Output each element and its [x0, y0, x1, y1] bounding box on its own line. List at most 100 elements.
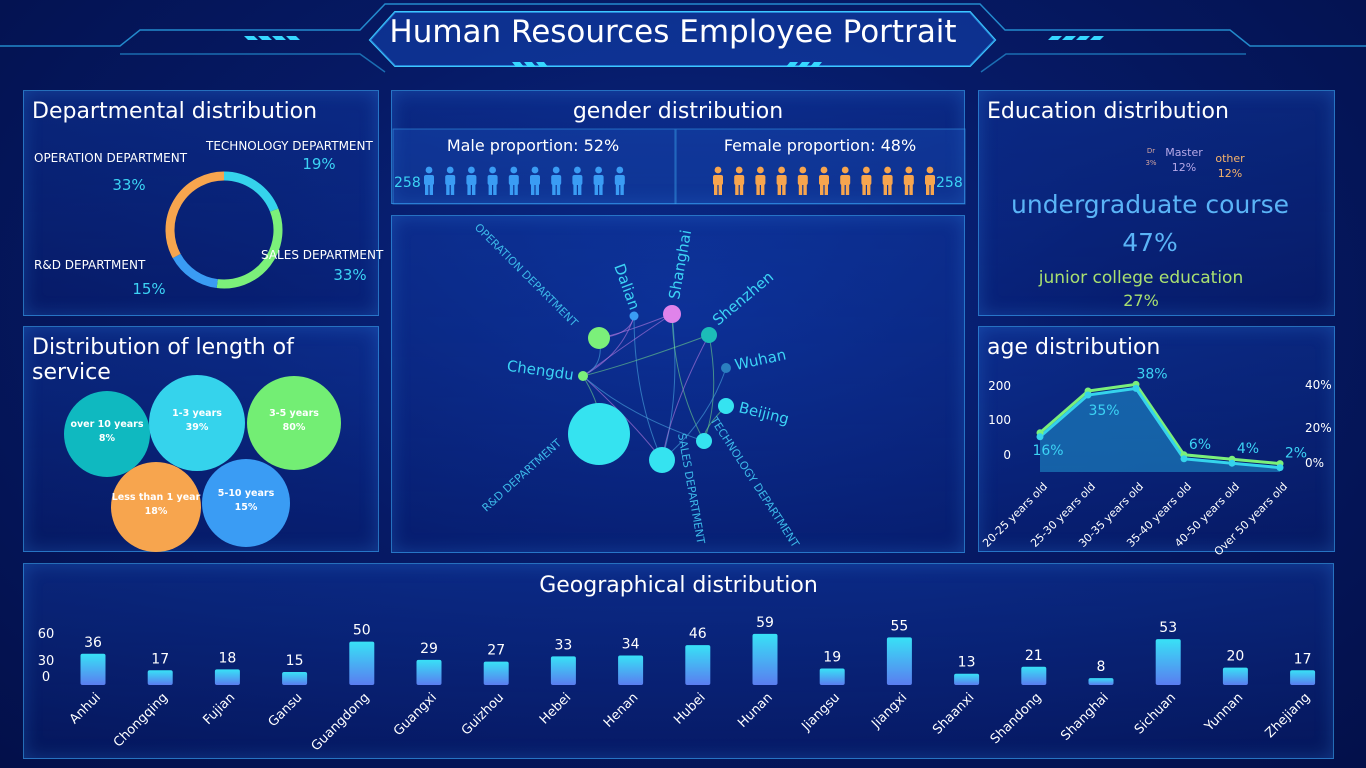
- age-point-4[interactable]: [1228, 459, 1236, 467]
- female-count: 258: [936, 175, 963, 191]
- network-node-5[interactable]: [663, 305, 681, 323]
- geo-category-18: Zhejiang: [1263, 690, 1314, 741]
- service-bubble-4[interactable]: [202, 459, 290, 547]
- department-city-network: OPERATION DEPARTMENT R&D DEPARTMENT SALES …: [472, 221, 802, 550]
- network-label-8: Beijing: [737, 398, 791, 428]
- service-panel: Distribution of length of service over 1…: [23, 326, 379, 552]
- dept-label-0: TECHNOLOGY DEPARTMENT: [205, 139, 373, 153]
- geo-bar-12[interactable]: [886, 637, 912, 685]
- geo-bar-14[interactable]: [1021, 666, 1047, 685]
- network-node-7[interactable]: [721, 363, 731, 373]
- geo-bar-4[interactable]: [349, 641, 375, 685]
- female-figure-icon-8: [882, 166, 893, 195]
- geo-bar-2[interactable]: [214, 669, 240, 685]
- geo-bar-17[interactable]: [1222, 667, 1248, 685]
- network-edge-12: [582, 313, 673, 377]
- geo-category-8: Henan: [601, 690, 641, 730]
- geo-category-0: Anhui: [67, 690, 104, 727]
- age-point-1[interactable]: [1084, 391, 1092, 399]
- age-point-0[interactable]: [1036, 433, 1044, 441]
- geo-bar-9[interactable]: [685, 645, 711, 685]
- geo-value-label-13: 13: [958, 655, 976, 671]
- geo-category-5: Guangxi: [391, 690, 440, 739]
- gender-title: gender distribution: [572, 99, 784, 124]
- network-label-3: TECHNOLOGY DEPARTMENT: [707, 414, 802, 550]
- service-bubble-2[interactable]: [247, 376, 341, 470]
- network-node-1[interactable]: [568, 403, 630, 465]
- donut-slice-2[interactable]: [172, 253, 218, 289]
- geo-value-label-9: 46: [689, 626, 707, 642]
- service-bubble-label-2: 3-5 years: [269, 408, 319, 419]
- geo-bar-11[interactable]: [819, 668, 845, 685]
- age-point-5[interactable]: [1276, 464, 1284, 472]
- network-node-3[interactable]: [696, 433, 712, 449]
- geo-bar-0[interactable]: [80, 653, 106, 685]
- education-percent-3: 47%: [1122, 228, 1178, 257]
- geo-category-12: Jiangxi: [868, 690, 910, 732]
- gender-figure-chart: Male proportion: 52% Female proportion: 4…: [392, 128, 966, 205]
- dept-label-1: SALES DEPARTMENT: [261, 248, 384, 262]
- network-node-9[interactable]: [578, 371, 588, 381]
- geo-bar-3[interactable]: [282, 672, 308, 685]
- geo-category-10: Hunan: [735, 690, 776, 731]
- dept-percent-1: 33%: [333, 266, 366, 284]
- geo-bar-13[interactable]: [954, 673, 980, 685]
- male-figure-icon-6: [551, 166, 562, 195]
- geo-bar-18[interactable]: [1290, 670, 1316, 685]
- geo-category-1: Chongqing: [111, 690, 171, 750]
- geo-bar-7[interactable]: [550, 656, 576, 685]
- geo-category-6: Guizhou: [459, 690, 507, 738]
- geo-value-label-6: 27: [487, 643, 505, 659]
- geo-bar-8[interactable]: [618, 655, 644, 685]
- female-figure-icon-1: [734, 166, 745, 195]
- donut-slice-3[interactable]: [165, 171, 225, 259]
- age-left-tick-1: 100: [988, 413, 1011, 427]
- education-percent-4: 27%: [1123, 291, 1159, 310]
- service-bubble-3[interactable]: [111, 462, 201, 552]
- network-node-4[interactable]: [629, 311, 639, 321]
- age-value-label-1: 35%: [1088, 403, 1119, 419]
- female-figure-icon-3: [776, 166, 787, 195]
- geo-category-2: Fujian: [200, 690, 238, 728]
- geo-value-label-7: 33: [554, 637, 572, 653]
- network-node-6[interactable]: [701, 327, 717, 343]
- network-node-0[interactable]: [588, 327, 610, 349]
- geo-value-label-18: 17: [1294, 651, 1312, 667]
- geo-bar-5[interactable]: [416, 659, 442, 685]
- age-value-label-3: 6%: [1189, 437, 1211, 453]
- geography-title: Geographical distribution: [539, 573, 818, 598]
- male-figure-icon-0: [424, 166, 434, 195]
- geography-bar-chart: 030 60 36 Anhui 17 Chongqing 18 Fujian 15 Gansu 50…: [38, 615, 1316, 754]
- geo-y-tick-0: 0: [42, 670, 50, 685]
- geo-category-13: Shaanxi: [930, 690, 977, 737]
- donut-slice-0[interactable]: [223, 171, 279, 212]
- geo-bar-16[interactable]: [1155, 639, 1181, 685]
- education-percent-1: 12%: [1172, 161, 1196, 174]
- male-count: 258: [394, 175, 421, 191]
- donut-slice-1[interactable]: [216, 208, 283, 289]
- geo-bar-10[interactable]: [752, 633, 778, 685]
- age-point-3[interactable]: [1180, 455, 1188, 463]
- network-node-2[interactable]: [649, 447, 675, 473]
- female-figure-icon-6: [840, 166, 851, 195]
- geo-category-3: Gansu: [266, 690, 306, 730]
- female-figure-icon-2: [755, 166, 766, 195]
- geo-category-15: Shanghai: [1058, 690, 1112, 744]
- service-bubble-1[interactable]: [149, 375, 245, 471]
- age-point-2[interactable]: [1132, 384, 1140, 392]
- geo-category-14: Shandong: [988, 690, 1045, 747]
- geo-value-label-11: 19: [823, 650, 841, 666]
- service-bubble-label-1: 1-3 years: [172, 408, 222, 419]
- geo-value-label-10: 59: [756, 615, 774, 631]
- network-node-8[interactable]: [718, 398, 734, 414]
- geo-category-7: Hebei: [537, 690, 574, 727]
- male-figure-icon-3: [487, 166, 498, 195]
- network-edge-1: [661, 313, 676, 461]
- service-bubble-0[interactable]: [64, 391, 150, 477]
- geo-bar-15[interactable]: [1088, 678, 1114, 685]
- geo-bar-6[interactable]: [483, 661, 509, 685]
- dept-percent-2: 15%: [132, 280, 165, 298]
- geo-bar-1[interactable]: [147, 670, 173, 685]
- network-edge-10: [582, 375, 705, 442]
